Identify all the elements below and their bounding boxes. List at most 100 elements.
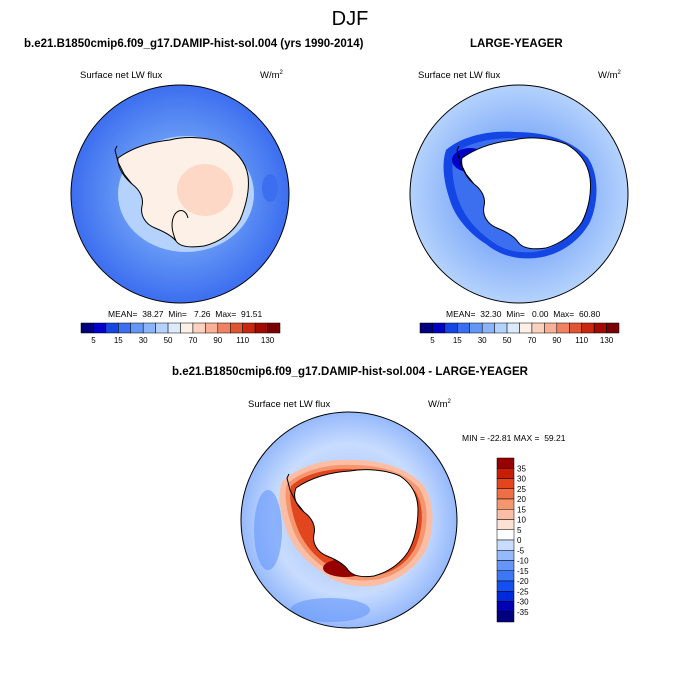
colorbar-swatch: [496, 570, 515, 582]
colorbar-tick-label: -30: [517, 598, 529, 607]
colorbar-swatch: [544, 322, 558, 334]
colorbar-tick-label: 90: [213, 336, 222, 345]
panel-3-field-label: Surface net LW flux: [248, 399, 331, 410]
colorbar-tick-label: 15: [114, 336, 123, 345]
panel-1-peninsula: [114, 145, 133, 185]
colorbar-swatch: [506, 322, 520, 334]
colorbar-tick-label: -10: [517, 557, 529, 566]
panel-3-map: [241, 412, 457, 628]
panel-3-peninsula: [286, 473, 305, 513]
colorbar-swatch: [496, 611, 515, 623]
colorbar-swatch: [496, 591, 515, 602]
colorbar-tick-label: 30: [517, 475, 526, 484]
colorbar-tick-label: -15: [517, 567, 529, 576]
colorbar-tick-label: 70: [527, 336, 536, 345]
colorbar-swatch: [519, 322, 533, 334]
colorbar-tick-label: 70: [188, 336, 197, 345]
colorbar-swatch: [496, 519, 515, 530]
colorbar-swatch: [432, 322, 446, 334]
page-title: DJF: [331, 8, 369, 30]
panel-3-antarctica-coast: [294, 469, 419, 578]
colorbar-swatch: [254, 322, 268, 334]
panel-1-caption: b.e21.B1850cmip6.f09_g17.DAMIP-hist-sol.…: [24, 38, 364, 50]
colorbar-swatch: [267, 322, 281, 334]
colorbar-tick-label: 20: [517, 495, 526, 504]
panel-3-frame: [240, 411, 458, 629]
panel-1-antarctica-coast: [117, 137, 249, 248]
panel-3-units: W/m2: [428, 399, 451, 411]
panel-2-frame: [409, 84, 629, 304]
colorbar-swatch: [230, 322, 243, 334]
colorbar-tick-label: 50: [164, 336, 173, 345]
colorbar-tick-label: 110: [575, 336, 588, 345]
colorbar-tick-label: 130: [261, 336, 275, 345]
colorbar-swatch: [496, 601, 515, 612]
colorbar-tick-label: 15: [453, 336, 462, 345]
colorbar-swatch: [496, 468, 515, 479]
colorbar-swatch: [496, 457, 515, 469]
colorbar-swatch: [496, 529, 515, 541]
panel-2-stats: MEAN= 32.30 Min= 0.00 Max= 60.80: [446, 309, 601, 319]
panel-3-stats: MIN = -22.81 MAX = 59.21: [462, 433, 566, 443]
panel-2-antarctica-fill: [461, 137, 591, 249]
panel-2-field-label: Surface net LW flux: [418, 70, 501, 81]
colorbar-swatch: [118, 322, 131, 334]
colorbar-tick-label: -35: [517, 608, 529, 617]
panel-2-peninsula: [456, 145, 475, 185]
panel-2-map: [410, 85, 628, 303]
colorbar-swatch: [494, 322, 508, 334]
colorbar-swatch: [457, 322, 470, 334]
colorbar-swatch: [581, 322, 595, 334]
colorbar-swatch: [217, 322, 231, 334]
panel-3-antarctica-fill: [294, 469, 418, 577]
colorbar-swatch: [80, 322, 94, 334]
colorbar-tick-label: 5: [517, 526, 522, 535]
colorbar-swatch: [593, 322, 607, 334]
colorbar-swatch: [556, 322, 570, 334]
panel-1-colorbar: 5 15 30 50 70 90 110 130: [80, 322, 281, 345]
colorbar-swatch: [444, 322, 458, 334]
colorbar-swatch: [481, 322, 495, 334]
colorbar-swatch: [496, 560, 515, 571]
panel-1-interior-warm: [177, 164, 233, 216]
panel-1-map: [71, 85, 289, 303]
colorbar-swatch: [496, 498, 515, 510]
colorbar-swatch: [192, 322, 206, 334]
panel-3-caption: b.e21.B1850cmip6.f09_g17.DAMIP-hist-sol.…: [172, 366, 528, 378]
panel-1-stats: MEAN= 38.27 Min= 7.26 Max= 91.51: [108, 309, 263, 319]
panel-3-cool-patch-south: [290, 598, 370, 622]
colorbar-swatch: [180, 322, 194, 334]
colorbar-swatch: [155, 322, 169, 334]
panel-2-antarctica-coast: [461, 137, 591, 250]
colorbar-tick-label: 5: [91, 336, 96, 345]
colorbar-tick-label: 130: [600, 336, 614, 345]
panel-1-cold-patch: [262, 174, 278, 202]
colorbar-swatch: [496, 539, 515, 551]
colorbar-swatch: [496, 478, 515, 489]
colorbar-tick-label: 30: [478, 336, 487, 345]
colorbar-tick-label: 5: [430, 336, 435, 345]
colorbar-swatch: [205, 322, 219, 334]
colorbar-tick-label: 35: [517, 464, 526, 473]
colorbar-swatch: [242, 322, 256, 334]
colorbar-tick-label: 0: [517, 536, 522, 545]
colorbar-tick-label: -5: [517, 546, 525, 555]
colorbar-swatch: [496, 488, 515, 500]
panel-3-cool-patch-west: [254, 490, 282, 570]
colorbar-swatch: [496, 550, 515, 561]
colorbar-tick-label: 15: [517, 505, 526, 514]
panel-2-units: W/m2: [598, 70, 621, 82]
colorbar-tick-label: -20: [517, 577, 529, 586]
panel-1-frame: [70, 84, 290, 304]
colorbar-swatch: [93, 322, 107, 334]
colorbar-swatch: [469, 322, 483, 334]
colorbar-swatch: [105, 322, 119, 334]
colorbar-tick-label: 50: [503, 336, 512, 345]
colorbar-swatch: [130, 322, 144, 334]
panel-1-field-label: Surface net LW flux: [80, 70, 163, 81]
colorbar-swatch: [167, 322, 181, 334]
panel-2-caption: LARGE-YEAGER: [470, 38, 563, 50]
panel-1-units: W/m2: [260, 70, 283, 82]
